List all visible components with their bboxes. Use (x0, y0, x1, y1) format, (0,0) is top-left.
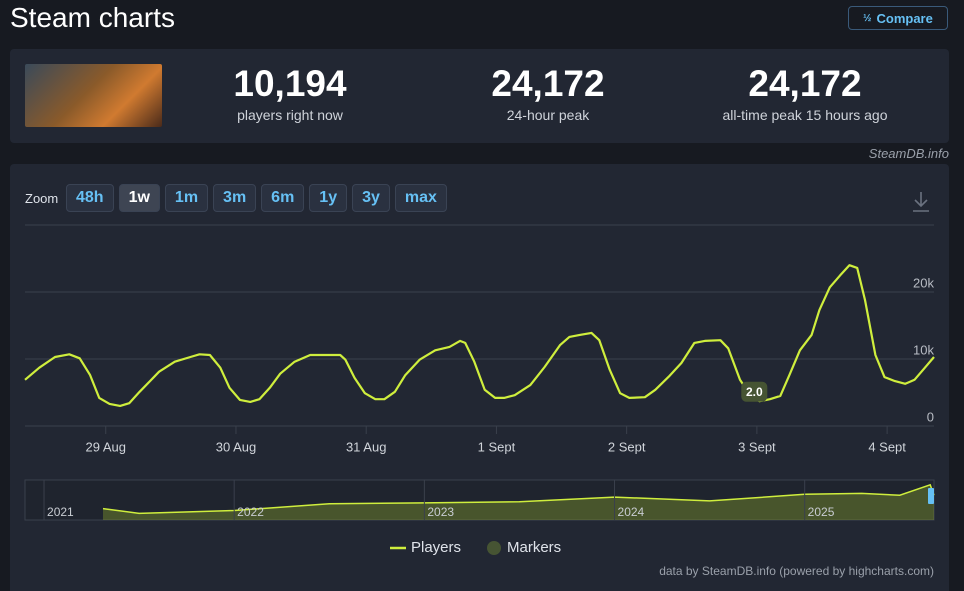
stats-panel: 10,194 players right now 24,172 24-hour pea… (10, 49, 949, 143)
series-line (24, 264, 935, 407)
x-tick-label: 2 Sept (608, 439, 646, 454)
zoom-button[interactable]: 3m (213, 184, 257, 212)
credits: data by SteamDB.info (powered by highcha… (659, 564, 934, 578)
stat: 24,172 24-hour peak (418, 61, 678, 123)
stat-label: all-time peak 15 hours ago (722, 107, 888, 123)
compare-label: Compare (876, 10, 933, 26)
y-tick-label: 20k (913, 275, 934, 290)
x-tick-label: 29 Aug (85, 439, 126, 454)
zoom-button[interactable]: 1w (118, 184, 160, 212)
legend-marker (487, 541, 501, 555)
zoom-button[interactable]: 1y (309, 184, 348, 212)
navigator-tick-label: 2022 (237, 505, 264, 519)
stat-value: 24,172 (491, 63, 605, 104)
stat: 24,172 all-time peak 15 hours ago (675, 61, 935, 123)
navigator-tick-label: 2025 (808, 505, 835, 519)
zoom-button[interactable]: 6m (261, 184, 305, 212)
compare-icon: ½ (863, 12, 872, 24)
x-tick-label: 3 Sept (738, 439, 776, 454)
zoom-button[interactable]: 1m (164, 184, 209, 212)
zoom-label: Zoom (25, 191, 59, 206)
zoom-button[interactable]: 3y (352, 184, 390, 212)
compare-button[interactable]: ½ Compare (848, 6, 948, 30)
stat-label: 24-hour peak (506, 107, 590, 123)
x-tick-label: 1 Sept (478, 439, 516, 454)
legend-label: Markers (507, 539, 561, 556)
source-link[interactable]: SteamDB.info (868, 146, 949, 161)
download-icon[interactable] (913, 192, 929, 212)
navigator-tick-label: 2023 (427, 505, 454, 519)
navigator-bg (24, 479, 935, 521)
navigator-tick-label: 2021 (47, 505, 74, 519)
navigator-handle (928, 488, 934, 504)
zoom-button[interactable]: 48h (66, 184, 114, 212)
navigator-tick-label: 2024 (618, 505, 645, 519)
legend-label: Players (411, 539, 461, 556)
y-tick-label: 10k (913, 342, 934, 357)
zoom-buttons: 48h 1w 1m 3m 6m 1y 3y max (66, 184, 447, 212)
page-title: Steam charts (10, 2, 175, 33)
y-tick-label: 0 (927, 409, 934, 424)
marker-label: 2.0 (746, 385, 763, 399)
stat-value: 24,172 (748, 63, 862, 104)
zoom-button[interactable]: max (394, 184, 447, 212)
x-tick-label: 30 Aug (216, 439, 257, 454)
stat: 10,194 players right now (160, 61, 420, 123)
x-tick-label: 4 Sept (868, 439, 906, 454)
download-glyph (913, 192, 929, 212)
stat-value: 10,194 (233, 63, 347, 104)
stat-label: players right now (237, 107, 343, 123)
x-tick-label: 31 Aug (346, 439, 387, 454)
game-image (25, 64, 162, 127)
marker (741, 381, 768, 402)
